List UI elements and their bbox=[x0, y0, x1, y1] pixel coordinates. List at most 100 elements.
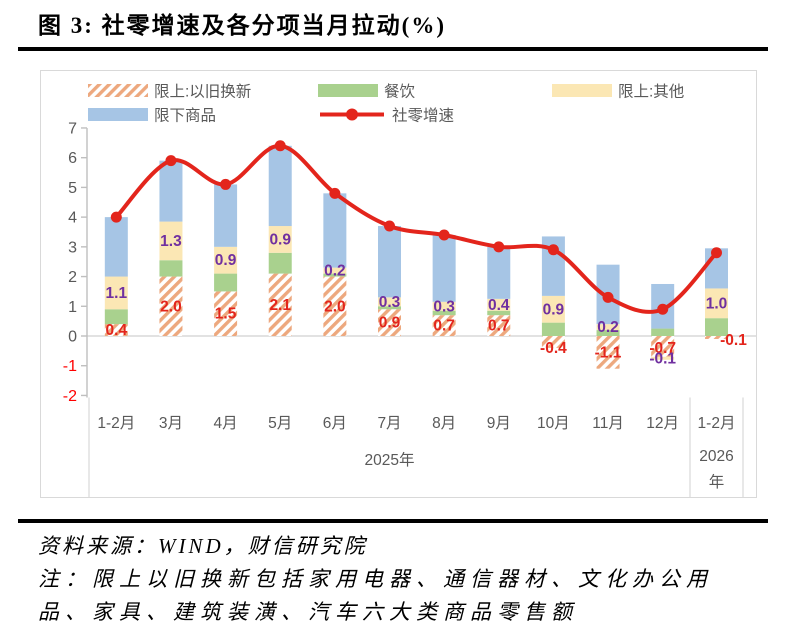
legend-label-trade-in: 限上:以旧换新 bbox=[154, 83, 251, 101]
bar-limit-below-goods-8 bbox=[487, 246, 511, 299]
line-retail-growth bbox=[114, 143, 719, 314]
chart-svg: 0.4 1.1 2.0 1.3 1.5 0.9 2.1 0.9 2.0 0.2 0.9 0.3 0.7 0… bbox=[63, 83, 756, 497]
x-label-4: 5月 bbox=[268, 415, 292, 432]
line-marker-9 bbox=[547, 244, 559, 256]
bar-limit-above-other-8 bbox=[487, 298, 511, 311]
y-tick-label-0: 0 bbox=[68, 329, 77, 346]
bar-limit-below-goods-6 bbox=[378, 226, 401, 298]
line-marker-7 bbox=[438, 229, 450, 241]
line-marker-1 bbox=[110, 211, 122, 223]
data-label-trade-in-12: -0.1 bbox=[720, 332, 747, 349]
data-label-trade-in-2: 2.0 bbox=[160, 298, 182, 315]
data-label-trade-in-1: 0.4 bbox=[106, 322, 128, 339]
bar-trade-in-12 bbox=[705, 336, 728, 339]
y-tick-label-6: 6 bbox=[68, 150, 77, 167]
line-marker-11 bbox=[657, 303, 669, 315]
bar-catering-2 bbox=[159, 260, 183, 277]
year-label-2026: 2026 bbox=[699, 448, 733, 465]
x-label-2: 3月 bbox=[159, 415, 183, 432]
title-divider bbox=[18, 47, 768, 51]
x-label-11: 12月 bbox=[646, 415, 679, 432]
y-tick-label-3: 3 bbox=[68, 239, 77, 256]
legend-marker-retail-growth bbox=[346, 108, 358, 121]
bar-limit-above-other-10 bbox=[596, 324, 620, 331]
data-label-limit-above-other-2: 1.3 bbox=[160, 233, 182, 250]
year-label-2026-suffix: 年 bbox=[709, 473, 725, 491]
line-marker-4 bbox=[274, 140, 286, 152]
data-label-limit-above-other-1: 1.1 bbox=[106, 285, 128, 302]
bar-trade-in-1 bbox=[104, 324, 128, 336]
data-label-trade-in-8: 0.7 bbox=[488, 318, 510, 335]
y-tick-label-7: 7 bbox=[68, 120, 77, 137]
legend-swatch-trade-in bbox=[88, 84, 148, 97]
footer-divider bbox=[18, 519, 768, 523]
line-marker-10 bbox=[602, 291, 614, 303]
x-label-6: 7月 bbox=[377, 415, 401, 432]
legend-swatch-catering bbox=[318, 84, 378, 97]
bar-limit-above-other-11 bbox=[651, 356, 675, 360]
y-tick-label-2: 2 bbox=[68, 269, 77, 286]
bar-trade-in-7 bbox=[432, 315, 456, 336]
x-label-5: 6月 bbox=[323, 415, 347, 432]
data-label-limit-above-other-11: -0.1 bbox=[649, 350, 676, 367]
data-label-limit-above-other-4: 0.9 bbox=[269, 231, 291, 248]
bar-trade-in-10 bbox=[596, 336, 620, 369]
data-label-trade-in-9: -0.4 bbox=[540, 340, 567, 357]
x-label-12: 1-2月 bbox=[698, 415, 736, 432]
data-label-trade-in-4: 2.1 bbox=[269, 297, 291, 314]
legend-swatch-limit-above-other bbox=[552, 84, 612, 97]
bar-limit-below-goods-4 bbox=[268, 145, 292, 227]
legend-label-limit-below-goods: 限下商品 bbox=[154, 107, 216, 125]
note-text-line1: 注：限上以旧换新包括家用电器、通信器材、文化办公用 bbox=[38, 567, 713, 591]
y-tick-label--2: -2 bbox=[63, 388, 77, 405]
bar-trade-in-4 bbox=[268, 273, 292, 336]
note-text-line2: 品、家具、建筑装潢、汽车六大类商品零售额 bbox=[38, 600, 578, 624]
data-label-limit-above-other-3: 0.9 bbox=[215, 252, 237, 269]
line-marker-8 bbox=[493, 241, 505, 253]
figure-title: 图 3: 社零增速及各分项当月拉动(%) bbox=[38, 13, 446, 38]
data-label-limit-above-other-6: 0.3 bbox=[379, 294, 401, 311]
x-label-10: 11月 bbox=[592, 415, 624, 432]
bar-limit-above-other-7 bbox=[432, 301, 456, 311]
bar-limit-above-other-12 bbox=[705, 288, 728, 319]
data-label-trade-in-11: -0.7 bbox=[649, 340, 676, 357]
bar-catering-7 bbox=[432, 310, 456, 316]
bar-catering-12 bbox=[705, 318, 728, 336]
bar-trade-in-9 bbox=[541, 336, 565, 348]
x-label-8: 9月 bbox=[487, 415, 511, 432]
bar-limit-above-other-6 bbox=[378, 297, 401, 307]
line-marker-6 bbox=[384, 220, 395, 232]
x-label-1: 1-2月 bbox=[97, 415, 135, 432]
data-label-trade-in-5: 2.0 bbox=[324, 298, 346, 315]
bar-catering-8 bbox=[487, 310, 511, 316]
bar-catering-10 bbox=[596, 330, 620, 336]
bar-trade-in-2 bbox=[159, 276, 183, 336]
bar-limit-above-other-4 bbox=[268, 226, 292, 253]
bar-trade-in-6 bbox=[378, 309, 401, 336]
bar-limit-above-other-1 bbox=[104, 276, 128, 310]
bar-catering-9 bbox=[541, 322, 565, 336]
chart-area: 0.4 1.1 2.0 1.3 1.5 0.9 2.1 0.9 2.0 0.2 0.9 0.3 0.7 0… bbox=[40, 70, 757, 498]
bar-limit-below-goods-2 bbox=[159, 160, 183, 222]
bar-limit-below-goods-5 bbox=[323, 193, 347, 268]
bar-trade-in-5 bbox=[323, 276, 347, 336]
x-label-9: 10月 bbox=[537, 415, 570, 432]
bar-limit-above-other-5 bbox=[323, 267, 347, 274]
bar-limit-below-goods-1 bbox=[104, 217, 128, 277]
bar-catering-4 bbox=[268, 252, 292, 274]
y-tick-label-4: 4 bbox=[68, 210, 77, 227]
bar-catering-5 bbox=[323, 273, 347, 277]
data-label-trade-in-10: -1.1 bbox=[595, 344, 622, 361]
bar-limit-below-goods-3 bbox=[214, 184, 238, 247]
x-label-3: 4月 bbox=[214, 415, 238, 432]
line-marker-2 bbox=[165, 155, 177, 167]
line-marker-12 bbox=[711, 247, 722, 259]
data-label-limit-above-other-10: 0.2 bbox=[597, 319, 619, 336]
bar-catering-6 bbox=[378, 306, 401, 310]
line-marker-3 bbox=[220, 178, 232, 190]
bar-limit-below-goods-7 bbox=[432, 234, 456, 302]
data-label-limit-above-other-8: 0.4 bbox=[488, 297, 510, 314]
data-label-trade-in-7: 0.7 bbox=[433, 318, 455, 335]
y-tick-label-5: 5 bbox=[68, 180, 77, 197]
source-text: 资料来源：WIND，财信研究院 bbox=[38, 534, 368, 558]
